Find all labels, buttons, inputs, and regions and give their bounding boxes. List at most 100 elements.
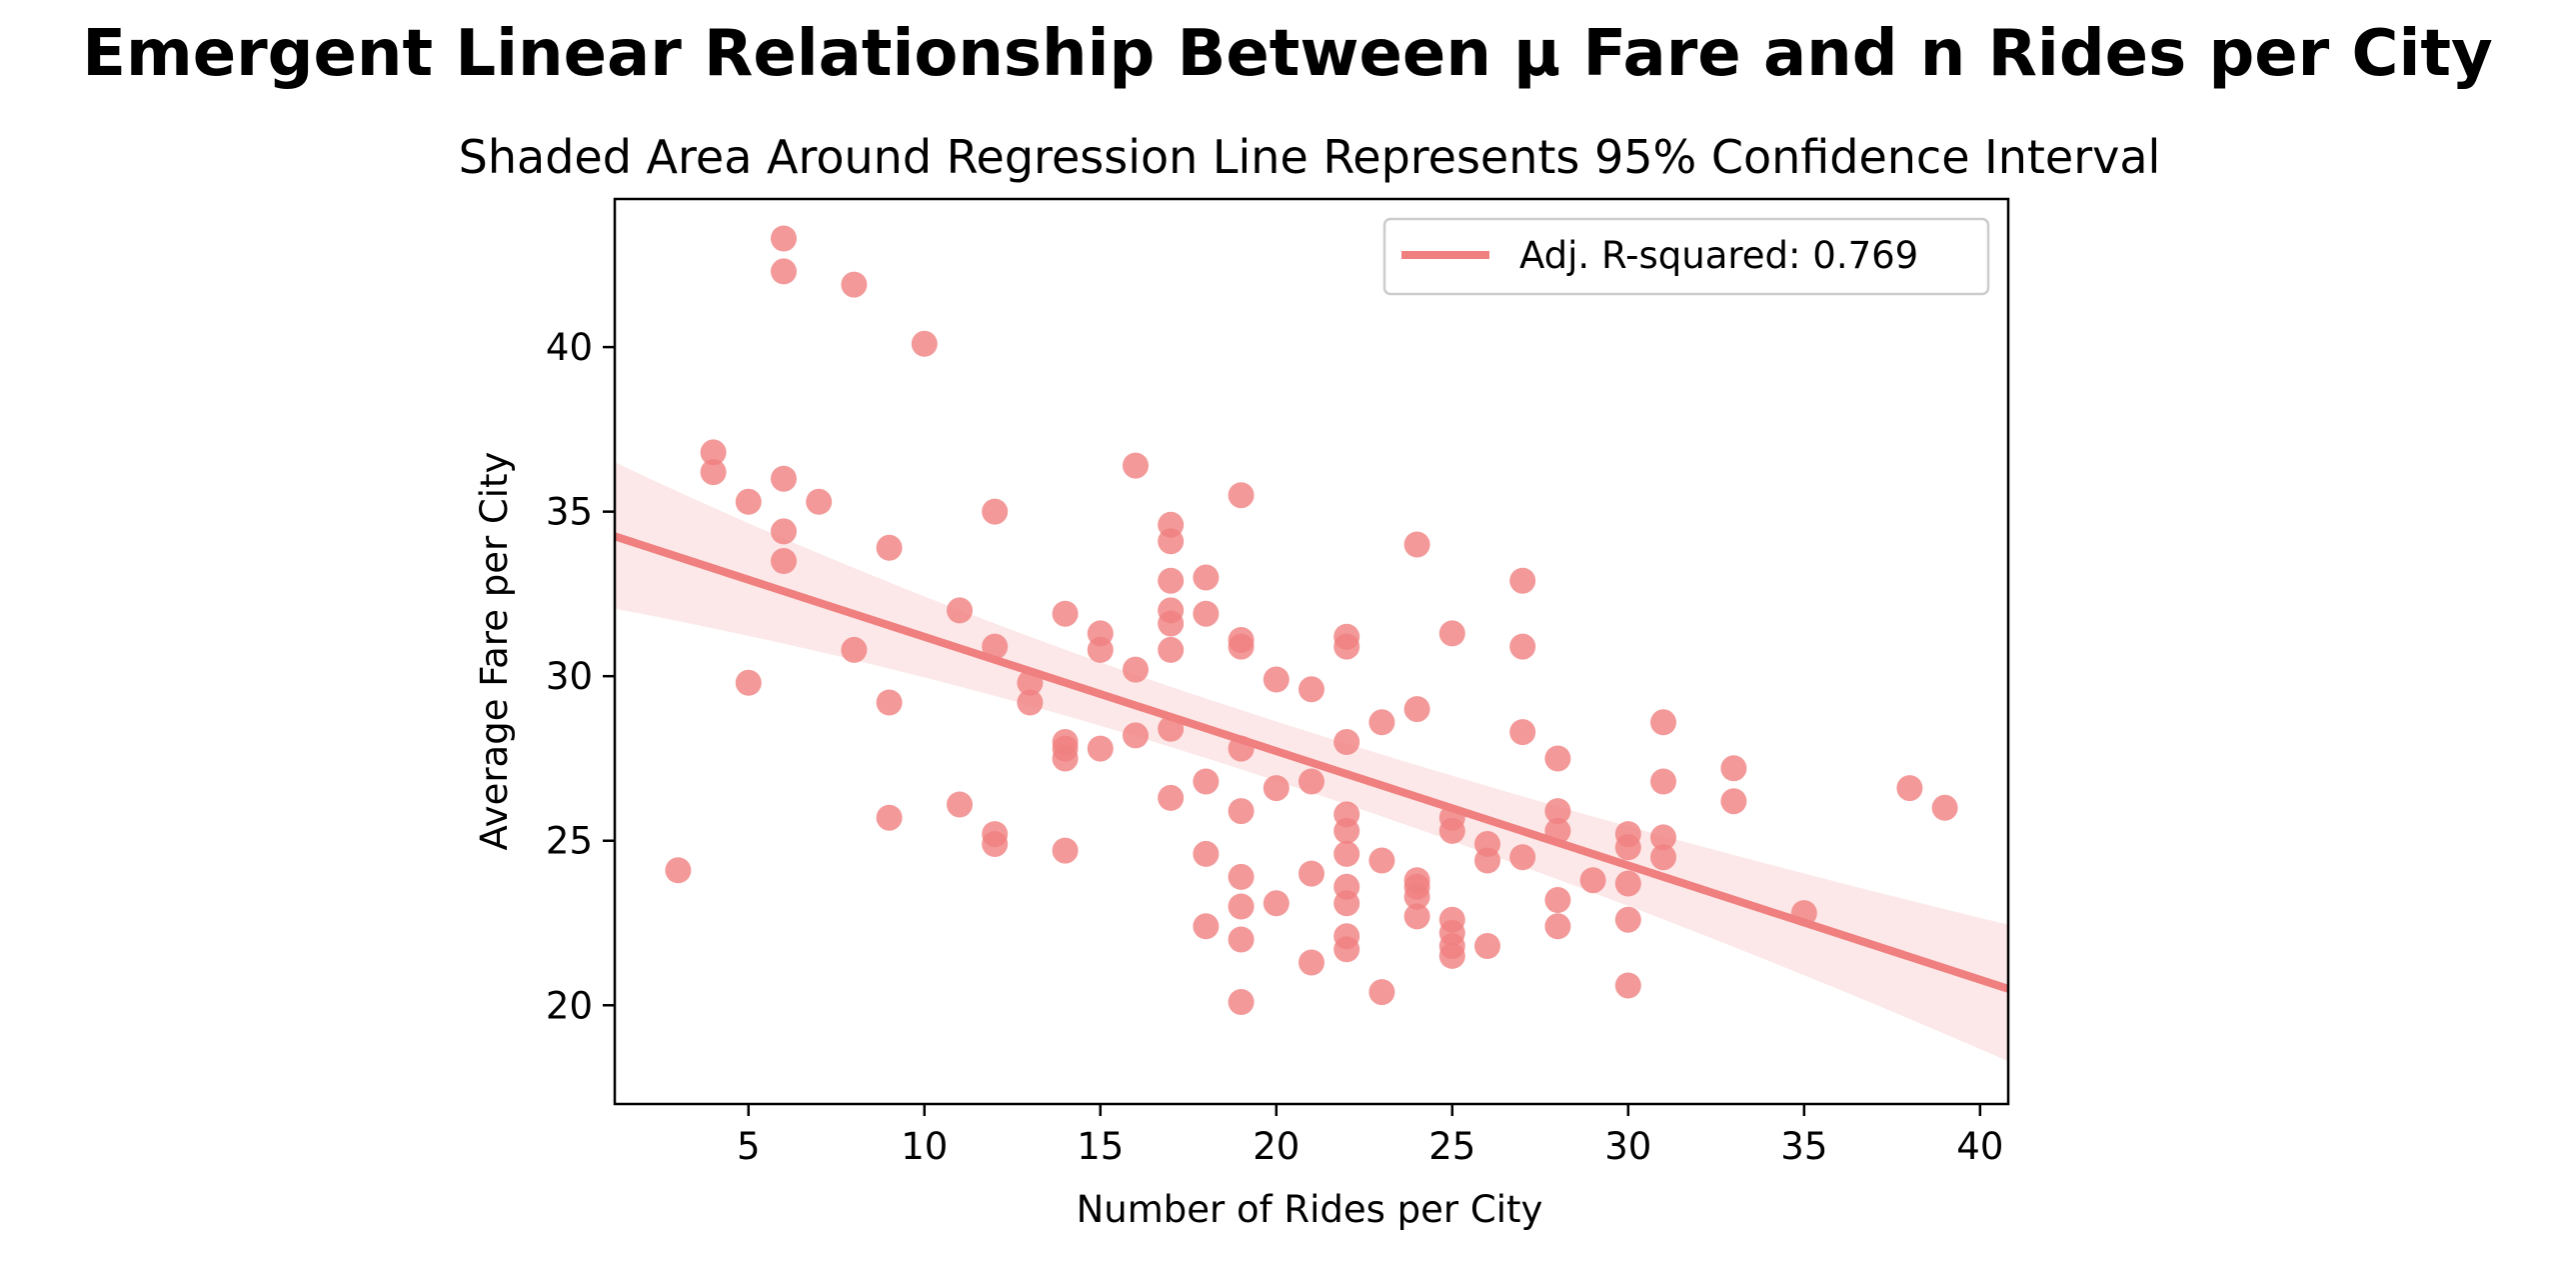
y-tick-label: 30 (546, 655, 593, 698)
data-point (771, 548, 797, 574)
data-point (1333, 729, 1360, 755)
data-point (1438, 817, 1465, 844)
data-point (1158, 610, 1185, 637)
data-point (700, 459, 727, 486)
data-point (1123, 722, 1149, 749)
data-point (700, 439, 727, 466)
data-point (1158, 567, 1185, 594)
x-tick-label: 35 (1780, 1125, 1827, 1168)
data-point (1228, 989, 1255, 1015)
data-point (1896, 775, 1923, 802)
data-point (1368, 847, 1395, 874)
data-point (1298, 860, 1324, 887)
data-point (1509, 719, 1536, 746)
data-point (876, 534, 903, 561)
data-point (1650, 824, 1676, 851)
plot-area (615, 225, 2008, 1062)
x-tick-label: 20 (1253, 1125, 1299, 1168)
x-tick-label: 40 (1956, 1125, 2003, 1168)
data-point (1333, 890, 1360, 917)
data-point (1614, 834, 1641, 861)
legend: Adj. R-squared: 0.769 (1382, 217, 1990, 296)
x-axis-label: Number of Rides per City (1077, 1188, 1543, 1231)
x-tick-label: 15 (1077, 1125, 1124, 1168)
data-point (735, 488, 762, 515)
data-point (1228, 926, 1255, 953)
x-tick-label: 5 (737, 1125, 761, 1168)
data-point (876, 804, 903, 831)
data-point (1298, 949, 1324, 976)
data-point (1087, 636, 1114, 663)
data-point (1158, 715, 1185, 742)
data-point (1228, 482, 1255, 509)
data-point (771, 225, 797, 252)
data-point (1544, 798, 1571, 825)
data-point (1474, 933, 1500, 959)
data-point (1403, 883, 1430, 910)
x-tick-label: 25 (1428, 1125, 1475, 1168)
data-point (1931, 794, 1958, 821)
data-point (1158, 636, 1185, 663)
data-point (982, 498, 1009, 525)
data-point (1052, 745, 1079, 772)
data-point (1544, 745, 1571, 772)
data-point (876, 689, 903, 716)
data-point (1123, 452, 1149, 479)
data-point (1509, 844, 1536, 871)
data-point (1650, 709, 1676, 736)
data-point (1438, 942, 1465, 969)
data-point (1368, 709, 1395, 736)
data-point (735, 669, 762, 696)
data-point (1333, 633, 1360, 660)
data-point (1052, 600, 1079, 627)
y-tick-label: 40 (546, 326, 593, 369)
data-point (982, 633, 1009, 660)
data-point (1228, 735, 1255, 762)
data-point (1123, 656, 1149, 683)
data-point (1017, 669, 1044, 696)
data-point (1158, 528, 1185, 555)
data-point (1263, 666, 1289, 693)
chart-subtitle: Shaded Area Around Regression Line Repre… (459, 130, 2161, 184)
data-point (1403, 903, 1430, 930)
data-point (1544, 913, 1571, 940)
data-point (1544, 887, 1571, 913)
data-point (1193, 600, 1220, 627)
data-point (1403, 696, 1430, 723)
data-point (1509, 633, 1536, 660)
data-point (771, 465, 797, 492)
data-point (771, 518, 797, 545)
y-tick-label: 20 (546, 984, 593, 1027)
legend-label: Adj. R-squared: 0.769 (1519, 234, 1918, 277)
data-point (982, 831, 1009, 857)
data-point (1087, 735, 1114, 762)
regression-line (615, 532, 2008, 993)
data-point (1474, 847, 1500, 874)
data-point (1263, 775, 1289, 802)
plot-frame (613, 197, 2010, 1106)
data-point (1052, 837, 1079, 864)
data-point (1193, 913, 1220, 940)
data-point (1193, 840, 1220, 867)
data-point (1650, 768, 1676, 795)
scatter-points (665, 225, 1958, 1015)
data-point (1720, 755, 1747, 782)
data-point (1614, 870, 1641, 897)
data-point (1333, 936, 1360, 963)
data-point (1438, 620, 1465, 647)
chart-title: Emergent Linear Relationship Between µ F… (82, 17, 2492, 91)
data-point (1017, 689, 1044, 716)
data-point (1228, 893, 1255, 920)
data-point (1650, 844, 1676, 871)
data-point (947, 597, 973, 624)
y-axis-label: Average Fare per City (473, 452, 516, 851)
data-point (771, 258, 797, 285)
data-point (1403, 531, 1430, 558)
y-axis: 20 25 30 35 40 (546, 326, 615, 1027)
data-point (841, 636, 868, 663)
x-tick-label: 30 (1604, 1125, 1651, 1168)
data-point (1790, 900, 1817, 927)
data-point (665, 857, 692, 884)
data-point (1614, 906, 1641, 933)
